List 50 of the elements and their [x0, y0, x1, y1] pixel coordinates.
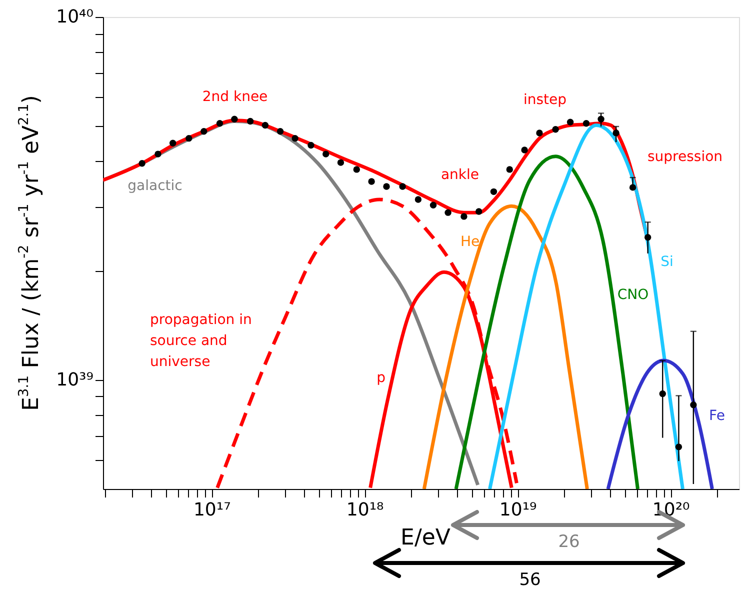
point [353, 166, 360, 173]
annotation: ankle [440, 167, 480, 183]
point [216, 120, 224, 127]
annotation: instep [523, 92, 567, 108]
point [399, 183, 406, 190]
point [475, 208, 482, 215]
point [536, 130, 543, 136]
point [276, 128, 284, 135]
y-tick-label: 10⁴⁰ [56, 6, 94, 28]
point [506, 166, 513, 173]
annotation: supression [647, 149, 723, 165]
point [383, 183, 390, 190]
point [292, 134, 298, 142]
text: 56 [519, 570, 541, 590]
x-tick-label: 10¹⁷ [193, 500, 231, 520]
annotation: p [376, 370, 386, 386]
point [138, 160, 146, 167]
point [582, 120, 590, 127]
annotation: propagation in source and universe [150, 312, 252, 370]
point [552, 126, 559, 133]
point [308, 142, 314, 149]
point [170, 140, 176, 147]
annotation: Si [660, 254, 674, 270]
text: 26 [558, 532, 580, 552]
point [231, 116, 238, 122]
point [186, 134, 192, 142]
y-tick-label: 10³⁹ [56, 369, 94, 390]
point [430, 202, 437, 208]
point [460, 213, 468, 220]
point [444, 209, 452, 216]
point [490, 188, 498, 196]
annotation: galactic [128, 178, 182, 194]
point [154, 150, 162, 158]
point [368, 178, 375, 185]
point [521, 146, 528, 154]
point [337, 159, 344, 166]
text: E3.1 Flux / (km-2 sr-1 yr-1 eV2.1) [16, 95, 44, 411]
point [322, 150, 330, 158]
point [566, 118, 574, 126]
point [200, 128, 208, 135]
x-axis-title: E/eV [400, 526, 450, 550]
point [246, 118, 254, 125]
annotation: CNO [617, 287, 649, 303]
x-tick-label: 10¹⁹ [499, 500, 537, 520]
annotation: Fe [709, 408, 725, 424]
point [414, 196, 422, 203]
x-tick-label: 10¹⁸ [346, 500, 384, 520]
annotation: He [460, 234, 480, 250]
point [262, 122, 269, 129]
annotation: 2nd knee [202, 89, 268, 105]
